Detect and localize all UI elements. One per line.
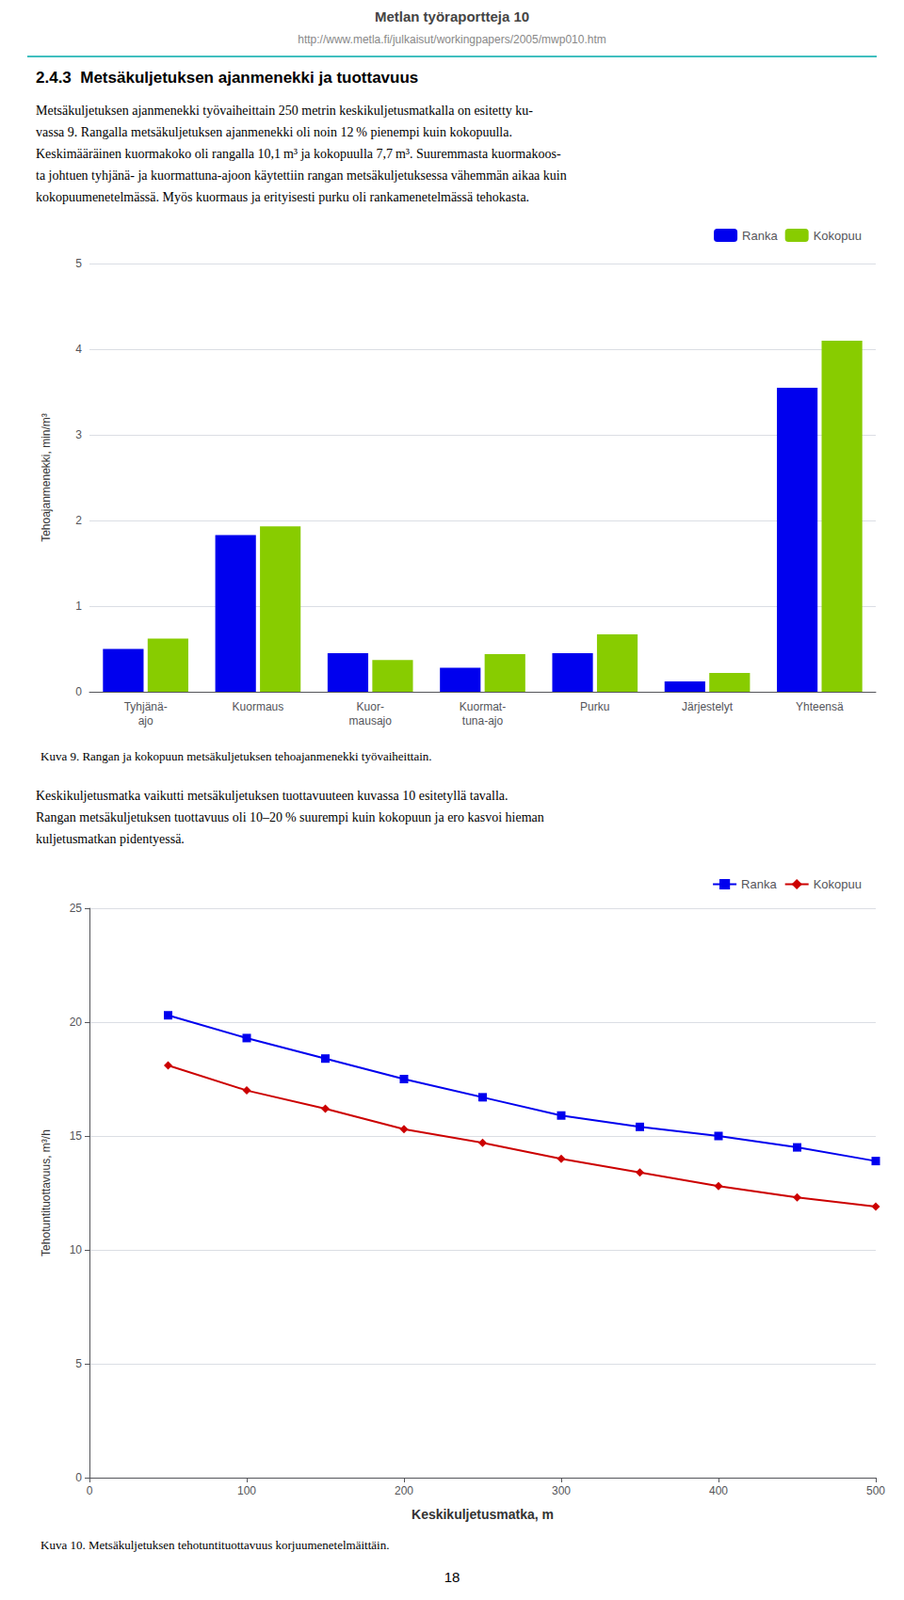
svg-text:25: 25 — [69, 902, 83, 916]
svg-text:Keskimääräinen kuormakoko oli: Keskimääräinen kuormakoko oli rangalla 1… — [35, 146, 562, 162]
svg-text:Keskikuljetusmatka, m: Keskikuljetusmatka, m — [411, 1507, 554, 1523]
svg-text:0: 0 — [86, 1485, 94, 1499]
svg-text:Purku: Purku — [580, 700, 610, 714]
svg-text:Kuva 10. Metsäkuljetuksen teho: Kuva 10. Metsäkuljetuksen tehotuntituott… — [40, 1538, 389, 1553]
svg-text:20: 20 — [69, 1016, 83, 1030]
svg-text:Tehoajanmenekki, min/m³: Tehoajanmenekki, min/m³ — [39, 413, 53, 543]
svg-text:mausajo: mausajo — [349, 714, 393, 728]
svg-text:1: 1 — [75, 599, 82, 614]
svg-text:18: 18 — [444, 1569, 461, 1586]
svg-text:kuljetusmatkan pidentyessä.: kuljetusmatkan pidentyessä. — [35, 832, 185, 847]
svg-text:Tehotuntituottavuus, m³/h: Tehotuntituottavuus, m³/h — [39, 1130, 53, 1258]
svg-text:Kuor-: Kuor- — [356, 700, 385, 714]
svg-text:2: 2 — [75, 514, 82, 528]
svg-text:Kuva 9. Rangan ja kokopuun met: Kuva 9. Rangan ja kokopuun metsäkuljetuk… — [40, 749, 433, 764]
svg-text:300: 300 — [551, 1485, 571, 1499]
svg-text:Metlan työraportteja 10: Metlan työraportteja 10 — [374, 8, 530, 25]
svg-text:4: 4 — [75, 342, 82, 356]
svg-text:Ranka: Ranka — [741, 877, 777, 892]
svg-text:ta johtuen tyhjänä- ja kuormat: ta johtuen tyhjänä- ja kuormattuna-ajoon… — [35, 168, 567, 183]
svg-text:200: 200 — [394, 1485, 414, 1499]
svg-text:Kuormat-: Kuormat- — [459, 700, 506, 714]
svg-text:10: 10 — [69, 1243, 83, 1258]
svg-text:http://www.metla.fi/julkaisut/: http://www.metla.fi/julkaisut/workingpap… — [297, 32, 607, 47]
svg-text:Keskikuljetusmatka vaikutti me: Keskikuljetusmatka vaikutti metsäkuljetu… — [35, 789, 509, 804]
svg-text:tuna-ajo: tuna-ajo — [462, 714, 504, 728]
svg-text:5: 5 — [75, 1357, 82, 1372]
svg-text:Ranka: Ranka — [742, 228, 778, 243]
svg-text:5: 5 — [75, 257, 82, 271]
svg-text:Järjestelyt: Järjestelyt — [681, 700, 734, 714]
svg-text:100: 100 — [237, 1485, 257, 1499]
svg-text:kokopuumenetelmässä. Myös kuor: kokopuumenetelmässä. Myös kuormaus ja er… — [35, 190, 530, 205]
svg-text:0: 0 — [75, 1471, 82, 1486]
svg-text:Kuormaus: Kuormaus — [232, 700, 285, 714]
svg-text:500: 500 — [866, 1485, 886, 1499]
svg-text:15: 15 — [69, 1130, 83, 1144]
svg-text:400: 400 — [709, 1485, 728, 1499]
svg-text:vassa 9. Rangalla metsäkuljetu: vassa 9. Rangalla metsäkuljetuksen ajanm… — [35, 125, 513, 140]
svg-text:2.4.3 Metsäkuljetuksen ajanme: 2.4.3 Metsäkuljetuksen ajanmenekki ja tu… — [35, 68, 419, 87]
svg-text:Kokopuu: Kokopuu — [813, 877, 862, 892]
svg-text:Tyhjänä-: Tyhjänä- — [124, 700, 168, 714]
svg-text:Yhteensä: Yhteensä — [795, 700, 844, 714]
svg-text:Rangan metsäkuljetuksen tuotta: Rangan metsäkuljetuksen tuottavuus oli 1… — [35, 810, 545, 825]
svg-text:0: 0 — [75, 685, 82, 699]
svg-text:3: 3 — [75, 428, 82, 442]
svg-text:Metsäkuljetuksen ajanmenekki t: Metsäkuljetuksen ajanmenekki työvaiheitt… — [35, 103, 533, 118]
svg-text:ajo: ajo — [138, 714, 154, 728]
svg-text:Kokopuu: Kokopuu — [813, 228, 862, 243]
